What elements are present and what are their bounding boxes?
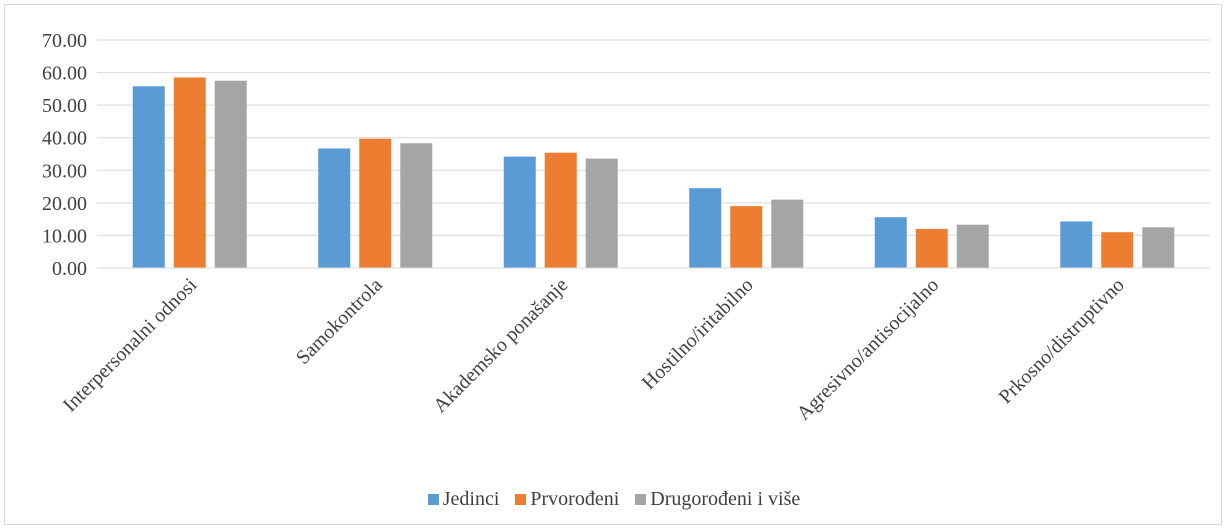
bar <box>544 152 577 268</box>
legend-swatch <box>635 494 647 505</box>
bar <box>503 156 536 268</box>
legend-swatch <box>427 494 439 505</box>
bar <box>689 188 722 268</box>
x-category-label: Akademsko ponašanje <box>429 274 572 417</box>
chart-legend: Jedinci Prvorođeni Drugorođeni i više <box>0 488 1228 511</box>
bar <box>1142 227 1175 268</box>
legend-item: Drugorođeni i više <box>635 488 800 511</box>
legend-label: Prvorođeni <box>530 488 620 510</box>
y-tick-label: 10.00 <box>42 225 87 247</box>
bar <box>359 138 392 268</box>
y-tick-label: 70.00 <box>42 30 87 52</box>
bar <box>400 143 433 268</box>
y-tick-label: 30.00 <box>42 160 87 182</box>
bar <box>730 206 763 268</box>
x-category-label: Prkosno/distruptivno <box>995 274 1129 408</box>
legend-swatch <box>515 494 527 505</box>
x-category-label: Agresivno/antisocijalno <box>793 274 944 425</box>
y-tick-label: 40.00 <box>42 128 87 150</box>
y-tick-label: 0.00 <box>52 258 87 280</box>
x-category-label: Samokontrola <box>292 274 387 369</box>
bar <box>1060 221 1093 268</box>
x-category-label: Interpersonalni odnosi <box>59 274 202 417</box>
bar <box>585 158 618 268</box>
bar <box>318 148 351 268</box>
bar <box>1101 232 1134 268</box>
bar <box>771 199 804 268</box>
legend-label: Jedinci <box>442 488 500 510</box>
y-tick-label: 20.00 <box>42 193 87 215</box>
legend-item: Jedinci <box>427 488 500 511</box>
legend-item: Prvorođeni <box>515 488 619 511</box>
x-category-label: Hostilno/iritabilno <box>638 274 758 394</box>
bar <box>173 77 206 268</box>
y-tick-label: 60.00 <box>42 63 87 85</box>
bar <box>874 217 907 268</box>
y-tick-label: 50.00 <box>42 95 87 117</box>
bar <box>956 224 989 268</box>
bar <box>214 80 247 268</box>
legend-label: Drugorođeni i više <box>650 488 801 510</box>
bar <box>132 86 165 268</box>
bar <box>915 228 948 268</box>
